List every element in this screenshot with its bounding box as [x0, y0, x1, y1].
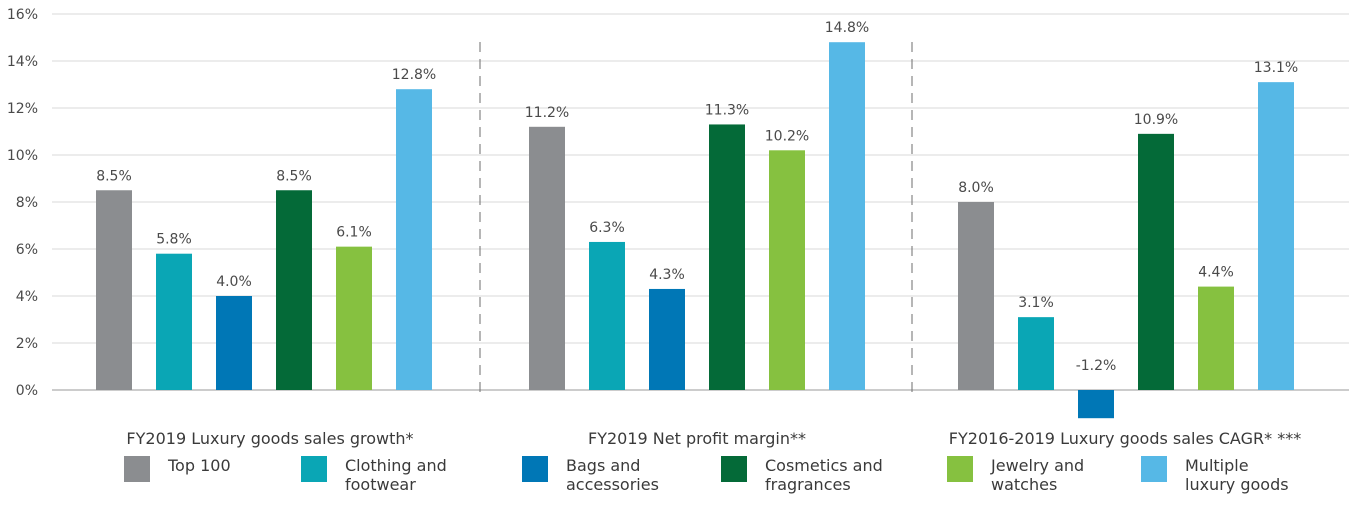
- data-label: 6.1%: [336, 225, 372, 241]
- y-tick-label: 10%: [7, 148, 38, 164]
- bar: [276, 190, 312, 390]
- data-label: 4.3%: [649, 267, 685, 283]
- bar: [958, 202, 994, 390]
- data-label: 8.5%: [276, 168, 312, 184]
- legend-swatch-cosmetics: [721, 456, 747, 482]
- legend-item-top-100: Top 100: [124, 456, 231, 482]
- y-tick-label: 14%: [7, 54, 38, 70]
- bar: [1258, 82, 1294, 391]
- bar: [709, 124, 745, 390]
- legend-item-clothing: Clothing and footwear: [301, 456, 447, 494]
- y-tick-label: 12%: [7, 101, 38, 117]
- legend-swatch-top-100: [124, 456, 150, 482]
- legend-item-cosmetics: Cosmetics and fragrances: [721, 456, 883, 494]
- legend-swatch-clothing: [301, 456, 327, 482]
- y-tick-label: 6%: [16, 242, 38, 258]
- data-label: 4.0%: [216, 274, 252, 290]
- bar: [96, 190, 132, 390]
- legend-label: Bags and accessories: [566, 456, 659, 494]
- data-label: 10.2%: [765, 128, 809, 144]
- legend-item-multiple: Multiple luxury goods: [1141, 456, 1289, 494]
- legend-label: Top 100: [168, 456, 231, 475]
- bar: [396, 89, 432, 390]
- bar: [1078, 390, 1114, 419]
- bar: [216, 296, 252, 390]
- data-label: 10.9%: [1134, 112, 1178, 128]
- bar: [529, 126, 565, 391]
- data-label: 4.4%: [1198, 265, 1234, 281]
- bar: [1198, 286, 1234, 390]
- y-tick-label: 0%: [16, 383, 38, 399]
- legend: Top 100 Clothing and footwear Bags and acc…: [0, 450, 1349, 527]
- legend-item-jewelry: Jewelry and watches: [947, 456, 1084, 494]
- bar: [769, 150, 805, 390]
- legend-label: Multiple luxury goods: [1185, 456, 1289, 494]
- legend-swatch-jewelry: [947, 456, 973, 482]
- data-label: 6.3%: [589, 220, 625, 236]
- bar: [649, 288, 685, 390]
- legend-swatch-multiple: [1141, 456, 1167, 482]
- y-tick-label: 16%: [7, 7, 38, 23]
- data-label: 8.5%: [96, 168, 132, 184]
- group-label: FY2019 Net profit margin**: [588, 429, 806, 448]
- bar-chart: 0% 2% 4% 6% 8% 10% 12% 14% 16% 8.5% 5.8% 4.0% 8.5% 6.…: [7, 7, 1349, 448]
- y-tick-label: 2%: [16, 336, 38, 352]
- data-label: 8.0%: [958, 180, 994, 196]
- group-label: FY2019 Luxury goods sales growth*: [126, 429, 413, 448]
- bar: [1138, 133, 1174, 390]
- bar: [1018, 317, 1054, 390]
- y-tick-label: 8%: [16, 195, 38, 211]
- legend-swatch-bags: [522, 456, 548, 482]
- legend-label: Cosmetics and fragrances: [765, 456, 883, 494]
- data-label: 11.3%: [705, 102, 749, 118]
- group-label: FY2016-2019 Luxury goods sales CAGR* ***: [949, 429, 1301, 448]
- bar: [829, 42, 865, 390]
- bar: [589, 241, 625, 390]
- legend-label: Clothing and footwear: [345, 456, 447, 494]
- data-label: 5.8%: [156, 232, 192, 248]
- legend-label: Jewelry and watches: [991, 456, 1085, 494]
- y-tick-label: 4%: [16, 289, 38, 305]
- bar: [156, 253, 192, 390]
- data-label: 14.8%: [825, 20, 869, 36]
- data-label: 11.2%: [525, 105, 569, 121]
- data-label: 3.1%: [1018, 295, 1054, 311]
- data-label: 12.8%: [392, 67, 436, 83]
- data-label: -1.2%: [1076, 358, 1117, 374]
- legend-item-bags: Bags and accessories: [522, 456, 659, 494]
- data-label: 13.1%: [1254, 60, 1298, 76]
- bar: [336, 246, 372, 390]
